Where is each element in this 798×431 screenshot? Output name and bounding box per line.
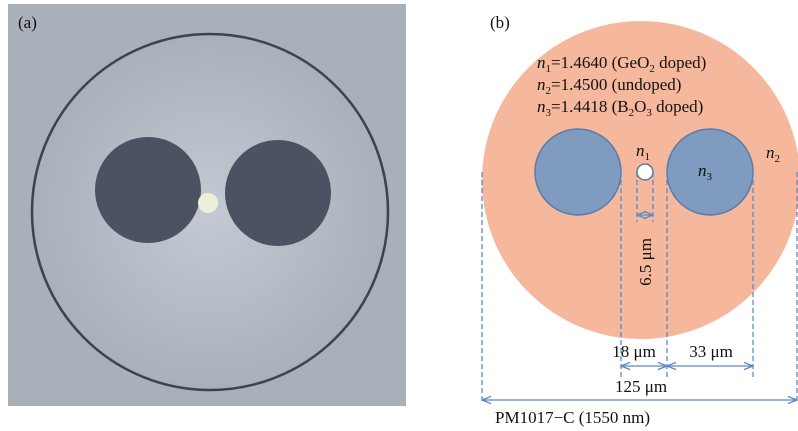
stress-rod bbox=[225, 140, 331, 246]
panel-label: (a) bbox=[18, 13, 37, 32]
index-line: n3=1.4418 (B2O3 doped) bbox=[537, 97, 703, 119]
schematic-panel: (b) n1=1.4640 (GeO2 doped) n2=1.4500 (un… bbox=[482, 13, 798, 427]
figure: (a) (b) n1=1.4640 (GeO2 doped) n2=1.4500… bbox=[0, 0, 798, 431]
stress-rod bbox=[95, 137, 201, 243]
index-line: n1=1.4640 (GeO2 doped) bbox=[537, 53, 706, 75]
core bbox=[637, 164, 653, 180]
photo-panel: (a) bbox=[8, 4, 406, 406]
panel-label: (b) bbox=[490, 13, 510, 32]
stress-diameter-label: 33 μm bbox=[689, 342, 733, 361]
gap-label: 18 μm bbox=[612, 342, 656, 361]
caption: PM1017−C (1550 nm) bbox=[495, 408, 650, 427]
core-diameter-label: 6.5 μm bbox=[636, 238, 655, 286]
index-line: n2=1.4500 (undoped) bbox=[537, 75, 681, 97]
fiber-core bbox=[198, 193, 218, 213]
cladding-diameter-label: 125 μm bbox=[615, 377, 667, 396]
stress-rod bbox=[535, 129, 621, 215]
